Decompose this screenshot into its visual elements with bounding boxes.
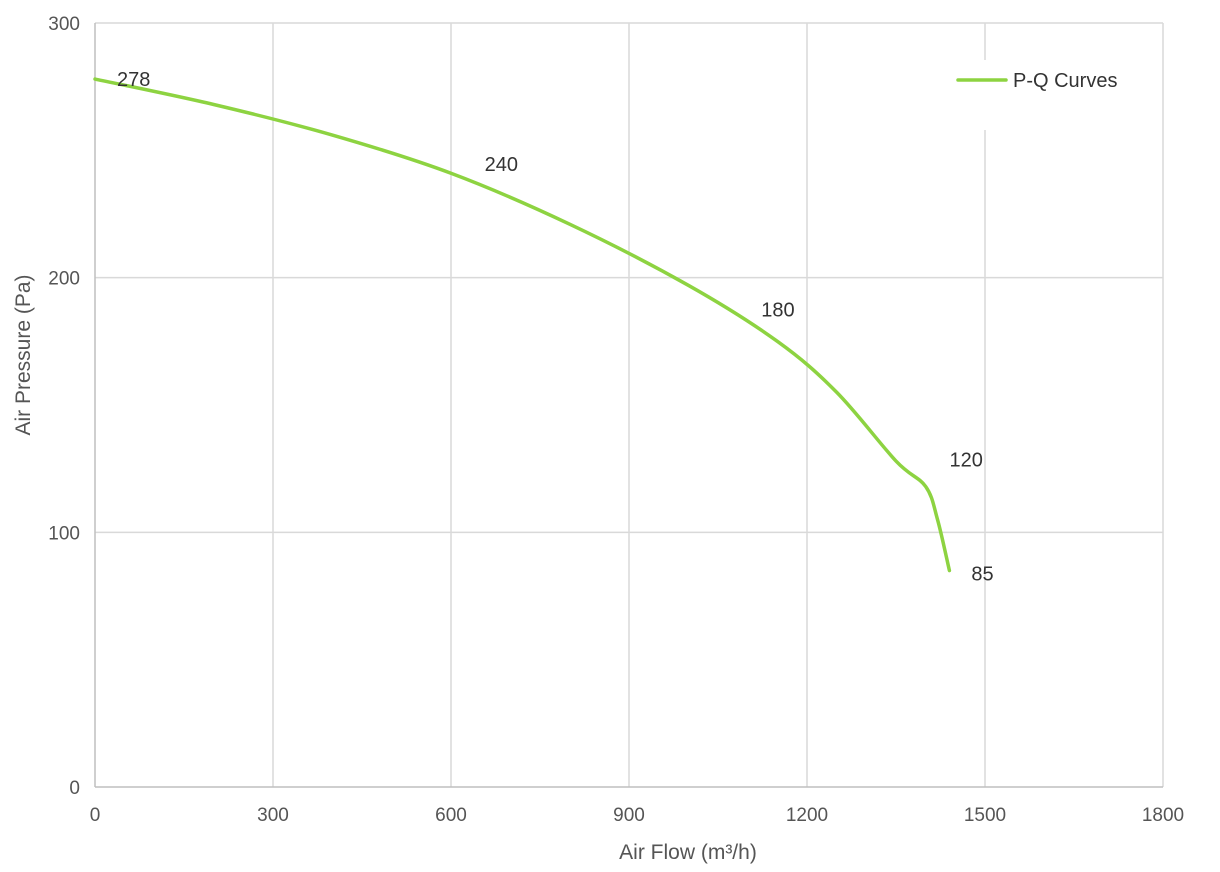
grid: [95, 22, 1164, 787]
x-tick-label: 1800: [1142, 805, 1184, 826]
series-layer: [93, 77, 952, 573]
x-tick-label: 300: [257, 805, 289, 826]
data-label: 120: [950, 449, 983, 471]
x-tick-label: 1200: [786, 805, 828, 826]
data-label: 180: [761, 300, 794, 322]
x-tick-label: 1500: [964, 805, 1006, 826]
legend: P-Q Curves: [956, 70, 1117, 92]
y-tick-label: 0: [69, 778, 80, 799]
x-tick-label: 600: [435, 805, 467, 826]
series-line-pq-curves: [93, 77, 952, 573]
y-tick-label: 300: [48, 14, 80, 35]
x-tick-label: 900: [613, 805, 645, 826]
x-tick-label: 0: [90, 805, 101, 826]
data-labels: 278 240 180 120 85: [117, 69, 994, 586]
y-tick-label: 100: [48, 523, 80, 544]
data-label: 85: [971, 564, 993, 586]
legend-label: P-Q Curves: [1013, 70, 1117, 92]
y-tick-label: 200: [48, 269, 80, 290]
data-label: 278: [117, 69, 150, 91]
x-axis-title: Air Flow (m³/h): [619, 841, 757, 864]
data-label: 240: [485, 154, 518, 176]
axes: 0 300 600 900 1200 1500 1800 0 100 200 300: [48, 14, 1184, 826]
y-axis-title: Air Pressure (Pa): [12, 274, 35, 435]
